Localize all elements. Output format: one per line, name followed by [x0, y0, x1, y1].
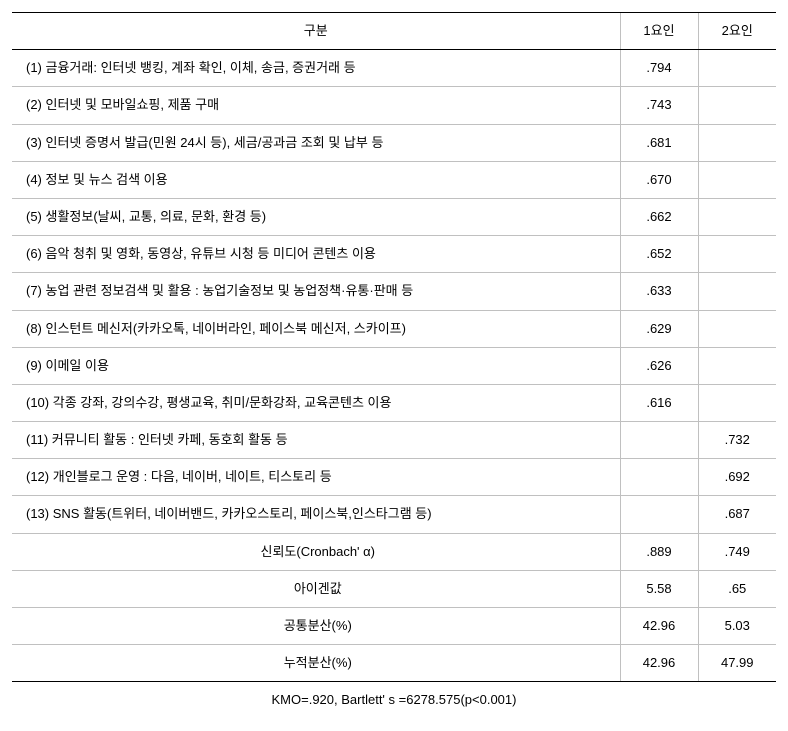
- stat-factor1: .889: [620, 533, 698, 570]
- row-factor1: .633: [620, 273, 698, 310]
- row-factor2: [698, 310, 776, 347]
- stat-factor2: .749: [698, 533, 776, 570]
- row-factor2: [698, 236, 776, 273]
- row-factor1: [620, 496, 698, 533]
- row-label: (4) 정보 및 뉴스 검색 이용: [12, 161, 620, 198]
- row-factor1: .794: [620, 50, 698, 87]
- row-label: (3) 인터넷 증명서 발급(민원 24시 등), 세금/공과금 조회 및 납부…: [12, 124, 620, 161]
- row-factor1: .670: [620, 161, 698, 198]
- row-factor2: [698, 384, 776, 421]
- table-row: (9) 이메일 이용.626: [12, 347, 776, 384]
- factor-table: 구분 1요인 2요인 (1) 금융거래: 인터넷 뱅킹, 계좌 확인, 이체, …: [12, 12, 776, 719]
- col-header-factor2: 2요인: [698, 13, 776, 50]
- row-factor1: .616: [620, 384, 698, 421]
- row-label: (6) 음악 청취 및 영화, 동영상, 유튜브 시청 등 미디어 콘텐츠 이용: [12, 236, 620, 273]
- row-factor2: [698, 124, 776, 161]
- stat-label: 공통분산(%): [12, 608, 620, 645]
- row-label: (9) 이메일 이용: [12, 347, 620, 384]
- row-factor1: [620, 422, 698, 459]
- row-label: (11) 커뮤니티 활동 : 인터넷 카페, 동호회 활동 등: [12, 422, 620, 459]
- table-row: (3) 인터넷 증명서 발급(민원 24시 등), 세금/공과금 조회 및 납부…: [12, 124, 776, 161]
- row-factor2: .732: [698, 422, 776, 459]
- stat-factor2: 5.03: [698, 608, 776, 645]
- table-row: (5) 생활정보(날씨, 교통, 의료, 문화, 환경 등).662: [12, 198, 776, 235]
- stat-label: 누적분산(%): [12, 645, 620, 682]
- row-factor2: [698, 273, 776, 310]
- row-label: (13) SNS 활동(트위터, 네이버밴드, 카카오스토리, 페이스북,인스타…: [12, 496, 620, 533]
- row-factor1: .626: [620, 347, 698, 384]
- stat-factor1: 42.96: [620, 645, 698, 682]
- table-header-row: 구분 1요인 2요인: [12, 13, 776, 50]
- stat-label: 아이겐값: [12, 570, 620, 607]
- col-header-label: 구분: [12, 13, 620, 50]
- row-factor2: [698, 198, 776, 235]
- row-label: (5) 생활정보(날씨, 교통, 의료, 문화, 환경 등): [12, 198, 620, 235]
- row-label: (8) 인스턴트 메신저(카카오톡, 네이버라인, 페이스북 메신저, 스카이프…: [12, 310, 620, 347]
- stat-row: 아이겐값5.58.65: [12, 570, 776, 607]
- row-factor2: .687: [698, 496, 776, 533]
- row-label: (1) 금융거래: 인터넷 뱅킹, 계좌 확인, 이체, 송금, 증권거래 등: [12, 50, 620, 87]
- stat-factor2: 47.99: [698, 645, 776, 682]
- table-row: (7) 농업 관련 정보검색 및 활용 : 농업기술정보 및 농업정책·유통·판…: [12, 273, 776, 310]
- row-factor1: .681: [620, 124, 698, 161]
- row-factor2: [698, 161, 776, 198]
- row-factor1: .662: [620, 198, 698, 235]
- stat-row: 누적분산(%)42.9647.99: [12, 645, 776, 682]
- table-row: (11) 커뮤니티 활동 : 인터넷 카페, 동호회 활동 등 .732: [12, 422, 776, 459]
- row-factor1: .652: [620, 236, 698, 273]
- row-label: (12) 개인블로그 운영 : 다음, 네이버, 네이트, 티스토리 등: [12, 459, 620, 496]
- table-row: (13) SNS 활동(트위터, 네이버밴드, 카카오스토리, 페이스북,인스타…: [12, 496, 776, 533]
- footnote-text: KMO=.920, Bartlett' s =6278.575(p<0.001): [12, 682, 776, 719]
- table-row: (4) 정보 및 뉴스 검색 이용.670: [12, 161, 776, 198]
- row-factor1: .743: [620, 87, 698, 124]
- stat-factor1: 5.58: [620, 570, 698, 607]
- table-row: (1) 금융거래: 인터넷 뱅킹, 계좌 확인, 이체, 송금, 증권거래 등.…: [12, 50, 776, 87]
- row-factor2: [698, 50, 776, 87]
- stat-label: 신뢰도(Cronbach' α): [12, 533, 620, 570]
- table-row: (2) 인터넷 및 모바일쇼핑, 제품 구매.743: [12, 87, 776, 124]
- table-row: (10) 각종 강좌, 강의수강, 평생교육, 취미/문화강좌, 교육콘텐츠 이…: [12, 384, 776, 421]
- table-row: (12) 개인블로그 운영 : 다음, 네이버, 네이트, 티스토리 등 .692: [12, 459, 776, 496]
- stat-factor2: .65: [698, 570, 776, 607]
- row-factor2: [698, 87, 776, 124]
- row-label: (2) 인터넷 및 모바일쇼핑, 제품 구매: [12, 87, 620, 124]
- table-row: (8) 인스턴트 메신저(카카오톡, 네이버라인, 페이스북 메신저, 스카이프…: [12, 310, 776, 347]
- stat-factor1: 42.96: [620, 608, 698, 645]
- col-header-factor1: 1요인: [620, 13, 698, 50]
- row-factor1: [620, 459, 698, 496]
- table-row: (6) 음악 청취 및 영화, 동영상, 유튜브 시청 등 미디어 콘텐츠 이용…: [12, 236, 776, 273]
- row-factor2: .692: [698, 459, 776, 496]
- row-label: (10) 각종 강좌, 강의수강, 평생교육, 취미/문화강좌, 교육콘텐츠 이…: [12, 384, 620, 421]
- row-factor2: [698, 347, 776, 384]
- stat-row: 신뢰도(Cronbach' α).889.749: [12, 533, 776, 570]
- stat-row: 공통분산(%)42.965.03: [12, 608, 776, 645]
- row-factor1: .629: [620, 310, 698, 347]
- row-label: (7) 농업 관련 정보검색 및 활용 : 농업기술정보 및 농업정책·유통·판…: [12, 273, 620, 310]
- table-footnote-row: KMO=.920, Bartlett' s =6278.575(p<0.001): [12, 682, 776, 719]
